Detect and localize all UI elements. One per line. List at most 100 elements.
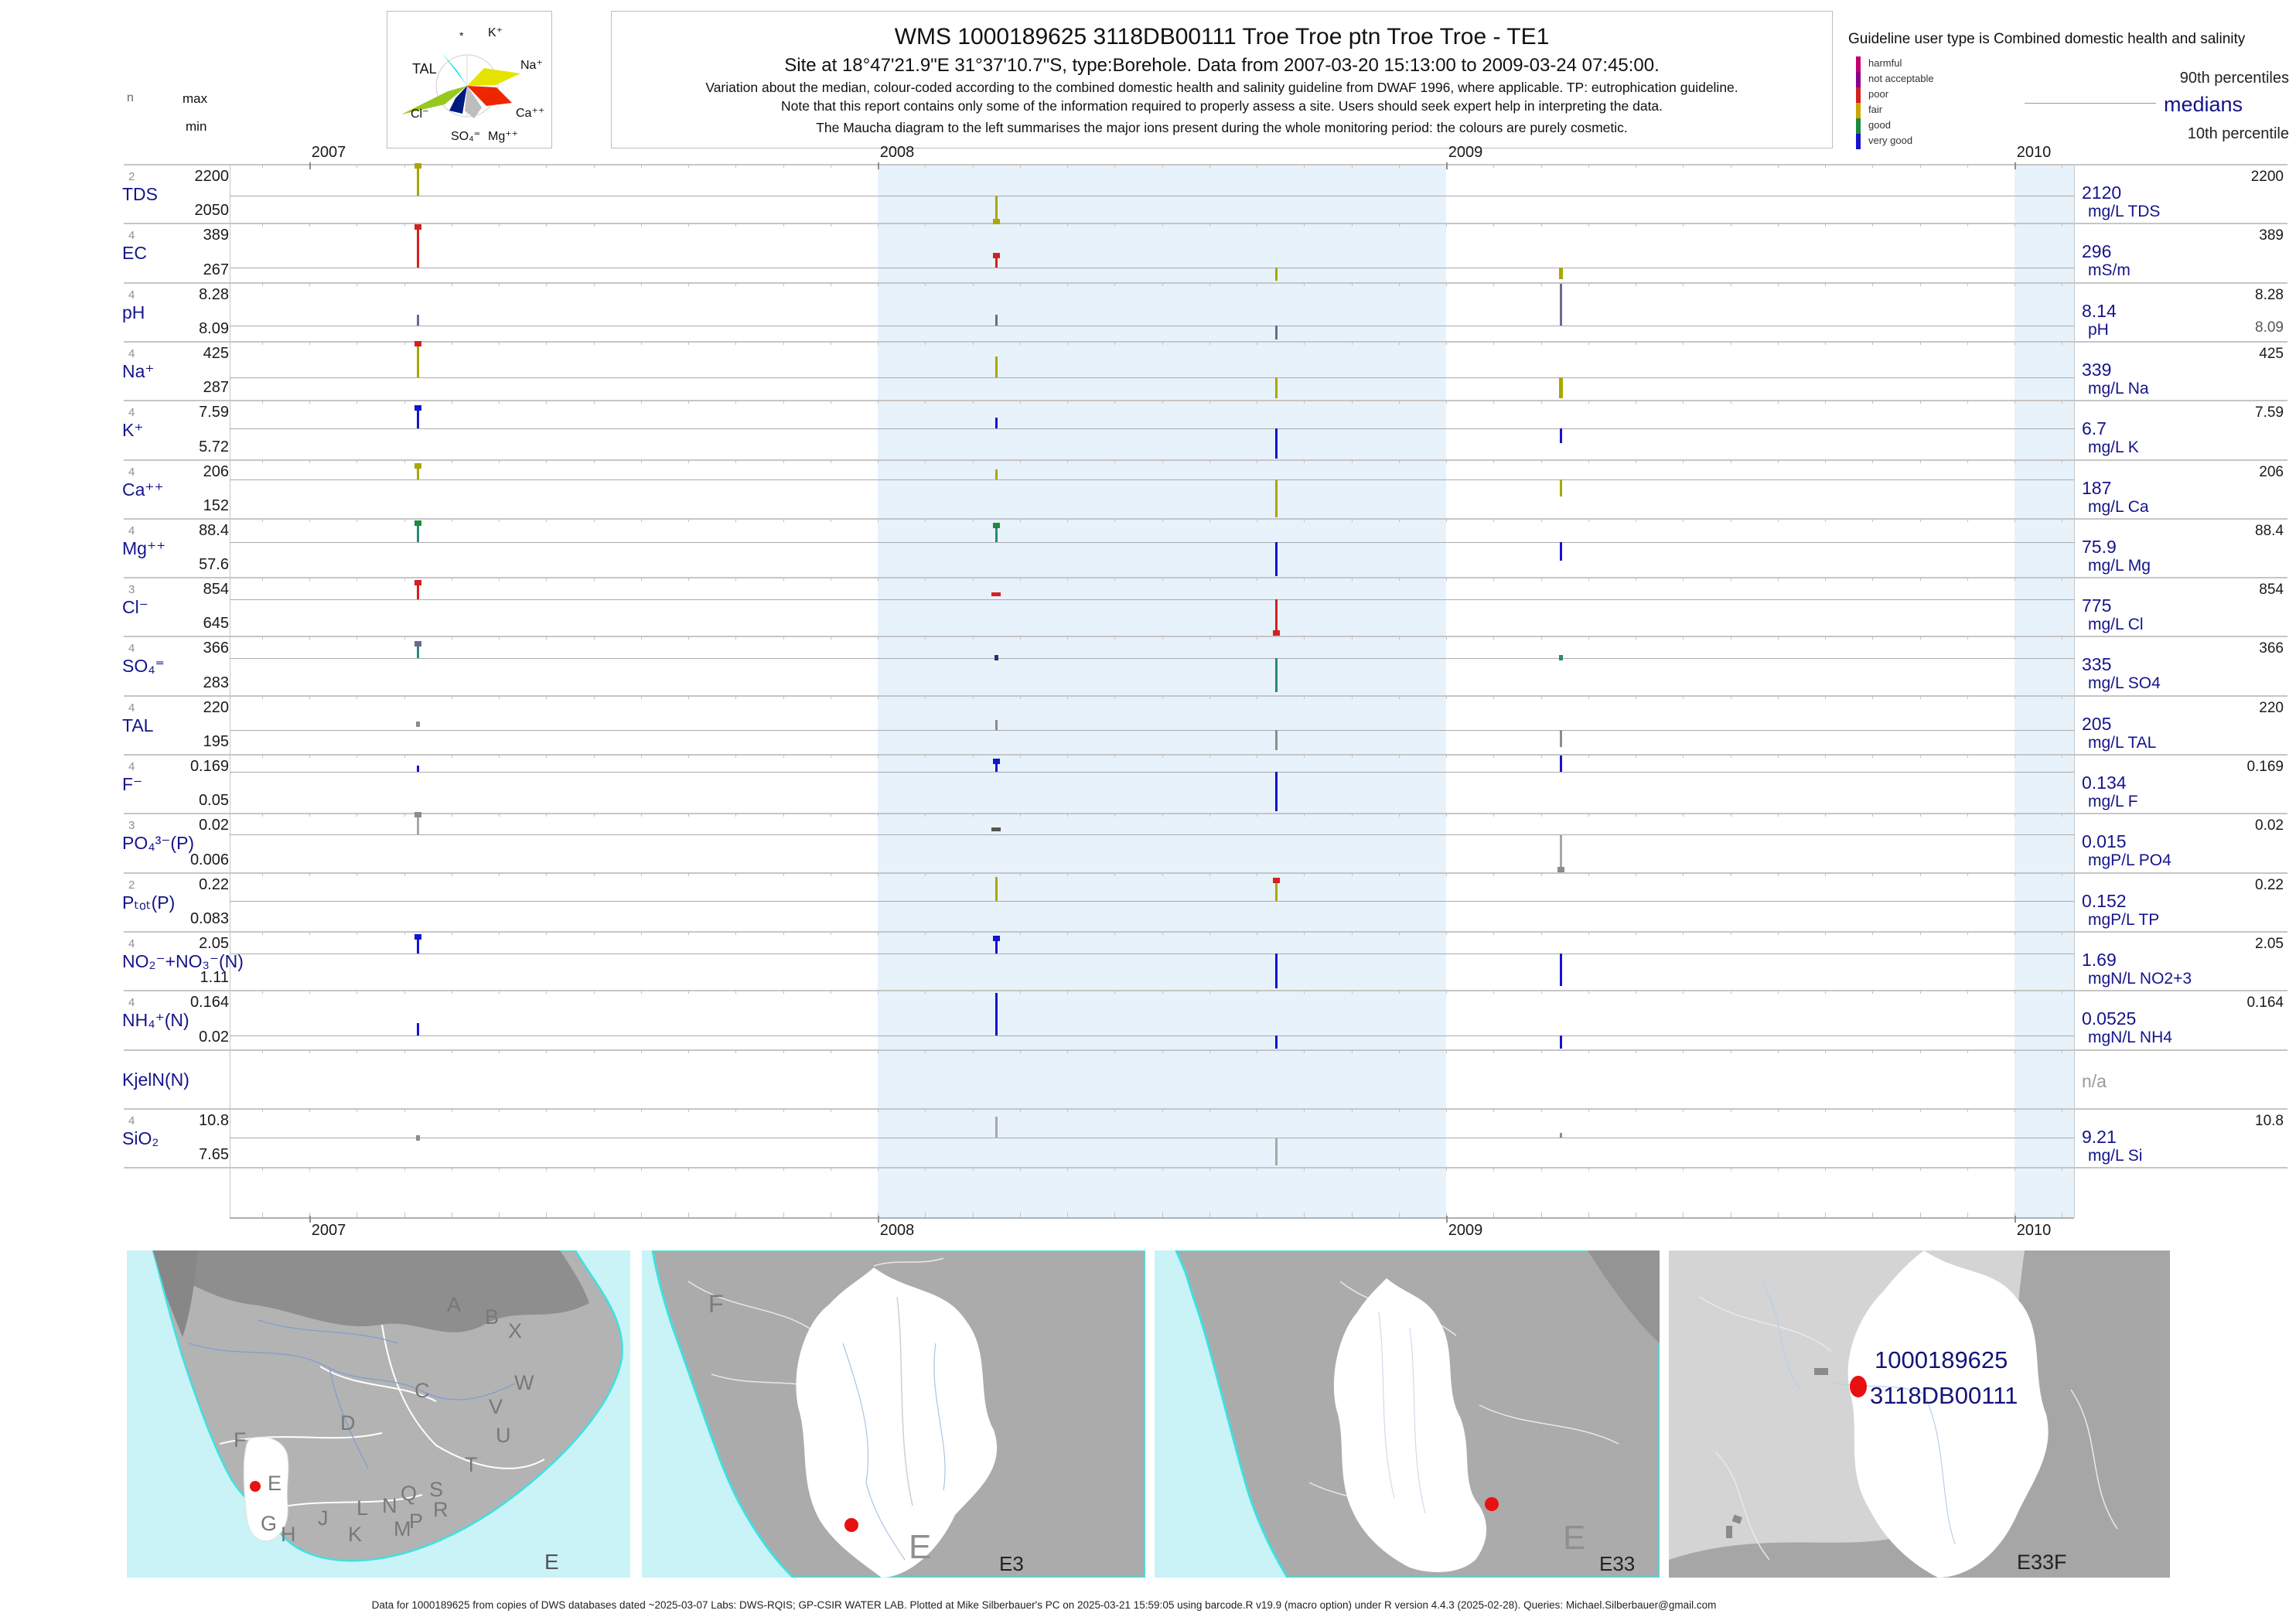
month-tick — [1919, 459, 1921, 463]
month-tick — [404, 1213, 405, 1217]
month-tick — [1351, 223, 1353, 227]
month-tick — [640, 459, 642, 463]
month-tick — [1683, 694, 1684, 699]
param-p90-value: 2.05 — [2255, 935, 2284, 952]
month-tick — [1967, 164, 1968, 168]
month-tick — [1919, 164, 1921, 168]
month-tick — [1067, 1107, 1068, 1112]
month-tick — [546, 459, 548, 463]
data-mark-dot — [415, 1134, 420, 1141]
month-tick — [593, 281, 595, 286]
month-tick — [1351, 400, 1353, 404]
param-min-value: 195 — [203, 733, 229, 750]
param-p90-value: 0.164 — [2247, 995, 2284, 1012]
data-mark-line — [1559, 428, 1562, 443]
month-tick — [1588, 1167, 1589, 1172]
month-tick — [309, 694, 310, 699]
month-tick — [1872, 281, 1874, 286]
month-tick — [404, 517, 405, 522]
month-tick — [593, 577, 595, 582]
month-tick — [1209, 813, 1210, 817]
month-tick — [735, 1213, 737, 1217]
param-name-5: K⁺ — [122, 420, 144, 441]
month-tick — [1588, 872, 1589, 876]
month-tick — [1446, 636, 1447, 640]
param-max-value: 8.28 — [199, 285, 229, 303]
class-label: poor — [1868, 88, 1889, 100]
month-tick — [404, 1049, 405, 1053]
month-tick — [1398, 340, 1400, 345]
month-tick — [404, 340, 405, 345]
month-tick — [499, 459, 500, 463]
maucha-diagram: * K⁺ TAL Na⁺ Cl⁻ Ca⁺⁺ SO₄⁼ Mg⁺⁺ — [401, 26, 544, 143]
month-tick — [972, 340, 974, 345]
month-tick — [1067, 930, 1068, 935]
month-tick — [261, 223, 263, 227]
month-tick — [1967, 517, 1968, 522]
site-dot — [1485, 1497, 1499, 1511]
month-tick — [1540, 872, 1542, 876]
month-tick — [499, 400, 500, 404]
map3-corner-label: E33 — [1599, 1552, 1635, 1575]
month-tick — [1019, 517, 1021, 522]
month-tick — [1967, 930, 1968, 935]
param-n-count: 4 — [128, 642, 135, 656]
param-max-value: 2.05 — [199, 934, 229, 952]
month-tick — [309, 340, 310, 345]
drainage-region-letter: H — [281, 1523, 296, 1546]
month-tick — [735, 400, 737, 404]
month-tick — [1872, 990, 1874, 995]
month-tick — [1777, 1107, 1779, 1112]
param-min-value: 283 — [203, 674, 229, 691]
median-line — [230, 834, 2074, 835]
class-color-chip — [1856, 72, 1861, 87]
param-name-9: SO₄⁼ — [122, 656, 165, 677]
land-dark-patch — [1588, 1250, 1660, 1343]
class-color-chip — [1856, 103, 1861, 118]
param-p90-value: 854 — [2259, 582, 2284, 599]
month-tick — [1588, 813, 1589, 817]
month-tick — [1683, 340, 1684, 345]
drainage-region-letter: S — [429, 1478, 443, 1501]
month-tick — [783, 754, 784, 758]
month-tick — [783, 340, 784, 345]
month-tick — [499, 281, 500, 286]
data-mark-line — [416, 643, 419, 658]
month-tick — [640, 990, 642, 995]
param-p10-value: 8.09 — [2255, 319, 2284, 336]
month-tick — [1683, 930, 1684, 935]
namibia-strip — [153, 1250, 198, 1337]
month-tick — [1540, 694, 1542, 699]
month-tick — [1446, 517, 1447, 522]
month-tick — [1304, 517, 1305, 522]
month-tick — [261, 813, 263, 817]
month-tick — [1493, 636, 1495, 640]
month-tick — [1019, 694, 1021, 699]
month-tick — [1967, 636, 1968, 640]
month-tick — [1304, 1049, 1305, 1053]
month-tick — [1777, 694, 1779, 699]
maucha-so4-wedge — [449, 86, 467, 114]
month-tick — [1825, 517, 1826, 522]
month-tick — [1398, 754, 1400, 758]
row-boundary-line — [124, 164, 2287, 165]
month-tick — [546, 1107, 548, 1112]
data-mark-dash — [991, 827, 1001, 832]
month-tick — [1446, 813, 1447, 817]
param-min-value: 0.05 — [199, 792, 229, 810]
drainage-region-letter: M — [394, 1517, 411, 1540]
month-tick — [1162, 1213, 1163, 1217]
month-tick — [925, 1107, 926, 1112]
month-tick — [1209, 459, 1210, 463]
param-unit-label: mgP/L TP — [2088, 910, 2160, 929]
month-tick — [1446, 340, 1447, 345]
month-tick — [1588, 459, 1589, 463]
title-note-3: The Maucha diagram to the left summarise… — [816, 120, 1628, 135]
month-tick — [1777, 1049, 1779, 1053]
month-tick — [1967, 1107, 1968, 1112]
month-tick — [1777, 872, 1779, 876]
drainage-region-letter: R — [433, 1498, 449, 1521]
month-tick — [546, 517, 548, 522]
month-tick — [783, 223, 784, 227]
month-tick — [593, 459, 595, 463]
